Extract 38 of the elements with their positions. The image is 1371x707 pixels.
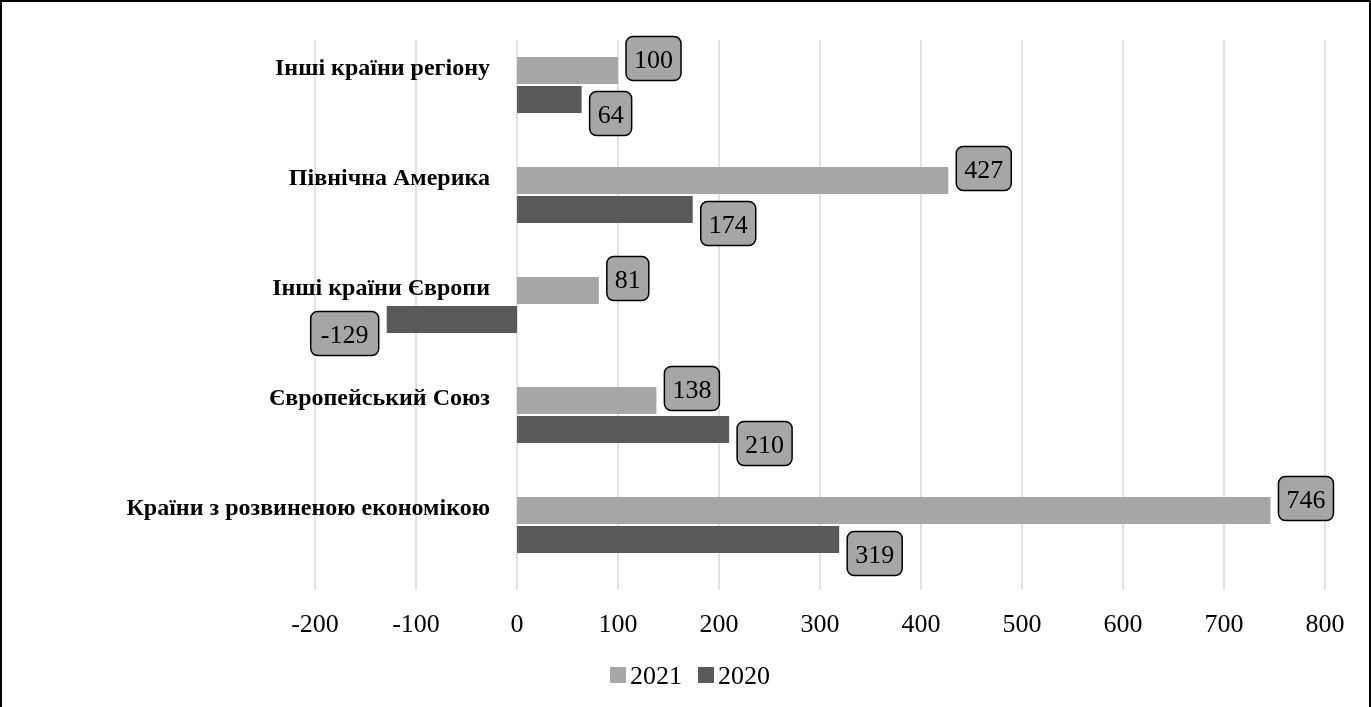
data-label: 81	[614, 264, 641, 294]
legend-label: 2021	[630, 661, 682, 690]
x-tick-label: 600	[1103, 609, 1143, 638]
bar	[517, 167, 949, 194]
y-tick-label: Північна Америка	[288, 164, 490, 190]
y-tick-label: Інші країни регіону	[275, 54, 490, 80]
bar	[517, 57, 618, 84]
y-tick-label: Європейський Союз	[268, 384, 491, 410]
y-tick-label: Країни з розвиненою економікою	[126, 494, 490, 520]
data-label: -129	[320, 319, 369, 349]
x-tick-label: 800	[1305, 609, 1345, 638]
bar	[517, 277, 599, 304]
bar	[386, 306, 517, 333]
x-tick-label: -200	[291, 609, 339, 638]
x-tick-label: 700	[1204, 609, 1244, 638]
data-label: 427	[964, 154, 1004, 184]
data-label: 210	[745, 429, 785, 459]
data-label: 746	[1286, 484, 1326, 514]
x-tick-label: 500	[1002, 609, 1042, 638]
x-tick-label: -100	[392, 609, 440, 638]
x-tick-label: 100	[598, 609, 638, 638]
bar	[517, 387, 657, 414]
x-tick-label: 0	[510, 609, 524, 638]
bar	[517, 416, 730, 443]
data-label: 100	[634, 44, 673, 74]
bar	[517, 526, 840, 553]
bar	[517, 196, 693, 223]
legend-label: 2020	[718, 661, 770, 690]
bar	[517, 86, 582, 113]
x-tick-label: 300	[800, 609, 840, 638]
data-label: 64	[597, 99, 624, 129]
bar	[517, 497, 1271, 524]
data-label: 138	[672, 374, 712, 404]
x-tick-label: 400	[901, 609, 941, 638]
x-tick-label: 200	[699, 609, 739, 638]
data-label: 174	[708, 209, 748, 239]
data-label: 319	[855, 539, 895, 569]
y-tick-label: Інші країни Європи	[272, 274, 491, 300]
